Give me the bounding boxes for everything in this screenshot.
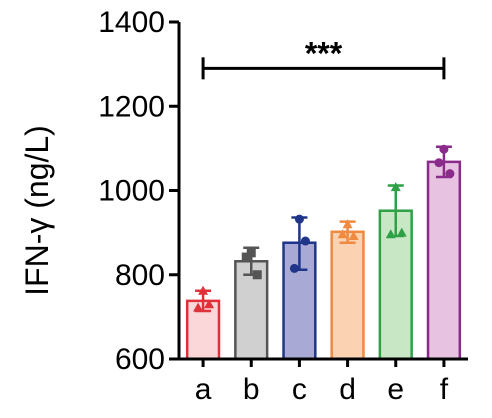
bar-f xyxy=(426,160,462,361)
data-point-b xyxy=(246,248,256,258)
x-tick-label-f: f xyxy=(440,373,449,406)
significance-label: *** xyxy=(305,35,343,71)
data-point-e xyxy=(390,182,401,192)
data-point-e xyxy=(396,227,407,237)
y-tick-label: 800 xyxy=(115,259,165,292)
ticks-layer: 600 800 1000 1200 1400 a b c d e f xyxy=(98,6,448,406)
y-tick-label: 1200 xyxy=(98,90,165,123)
data-point-e xyxy=(385,229,396,239)
significance-bracket: *** xyxy=(201,35,446,80)
y-tick-label: 600 xyxy=(115,343,165,376)
data-point-b xyxy=(241,252,251,262)
data-point-f xyxy=(439,144,449,154)
y-tick-label: 1000 xyxy=(98,175,165,208)
data-point-d xyxy=(342,219,353,229)
data-point-c xyxy=(294,214,304,224)
data-point-a xyxy=(204,299,215,309)
bar-d xyxy=(330,230,365,361)
x-tick-label-a: a xyxy=(195,373,212,406)
x-tick-label-b: b xyxy=(243,373,260,406)
data-point-c xyxy=(289,263,299,273)
bars-layer xyxy=(185,144,462,361)
data-point-a xyxy=(198,285,209,295)
data-point-d xyxy=(337,229,348,239)
x-tick-label-d: d xyxy=(339,373,356,406)
x-tick-label-c: c xyxy=(292,373,307,406)
y-axis-title: IFN-γ (ng/L) xyxy=(19,125,55,296)
data-point-a xyxy=(193,302,204,312)
data-point-f xyxy=(445,169,455,179)
data-point-c xyxy=(300,236,310,246)
data-point-f xyxy=(434,158,444,168)
data-point-b xyxy=(252,270,262,280)
axes-layer xyxy=(177,22,468,361)
x-tick-label-e: e xyxy=(387,373,404,406)
y-tick-label: 1400 xyxy=(98,6,165,39)
bar-b xyxy=(234,260,269,361)
data-point-d xyxy=(348,230,359,240)
